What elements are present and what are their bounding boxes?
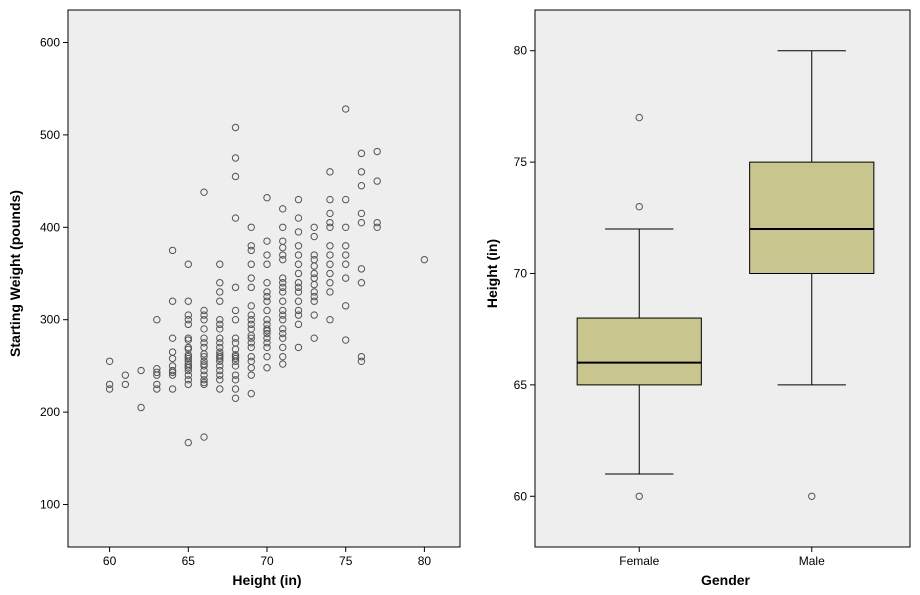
box <box>577 318 701 385</box>
scatter-ytick: 200 <box>40 405 60 419</box>
scatter-xtick: 60 <box>103 554 117 568</box>
box-ytick: 80 <box>514 44 528 58</box>
scatter-xtick: 80 <box>418 554 432 568</box>
scatter-ytick: 600 <box>40 35 60 49</box>
box-xtick: Male <box>799 554 825 568</box>
box-ylabel: Height (in) <box>484 239 500 308</box>
scatter-ylabel: Starting Weight (pounds) <box>7 190 23 357</box>
box-xlabel: Gender <box>701 572 751 588</box>
box-ytick: 70 <box>514 267 528 281</box>
scatter-ytick: 300 <box>40 313 60 327</box>
scatter-frame <box>68 10 460 547</box>
scatter-ytick: 400 <box>40 220 60 234</box>
box-xtick: Female <box>619 554 659 568</box>
scatter-ytick: 500 <box>40 128 60 142</box>
box-ytick: 65 <box>514 378 528 392</box>
box <box>750 162 874 273</box>
scatter-ytick: 100 <box>40 498 60 512</box>
scatter-xtick: 65 <box>182 554 196 568</box>
boxplot-panel: 60 65 70 75 80 Female Male Gender Height (in) <box>470 0 920 595</box>
scatter-xtick: 75 <box>339 554 353 568</box>
boxplot-frame <box>535 10 910 547</box>
scatter-panel: 60 65 70 75 80 100 200 300 400 500 600 Height (in) S… <box>0 0 470 595</box>
scatter-xtick: 70 <box>260 554 274 568</box>
scatter-xlabel: Height (in) <box>232 572 301 588</box>
box-ytick: 60 <box>514 489 528 503</box>
box-ytick: 75 <box>514 155 528 169</box>
